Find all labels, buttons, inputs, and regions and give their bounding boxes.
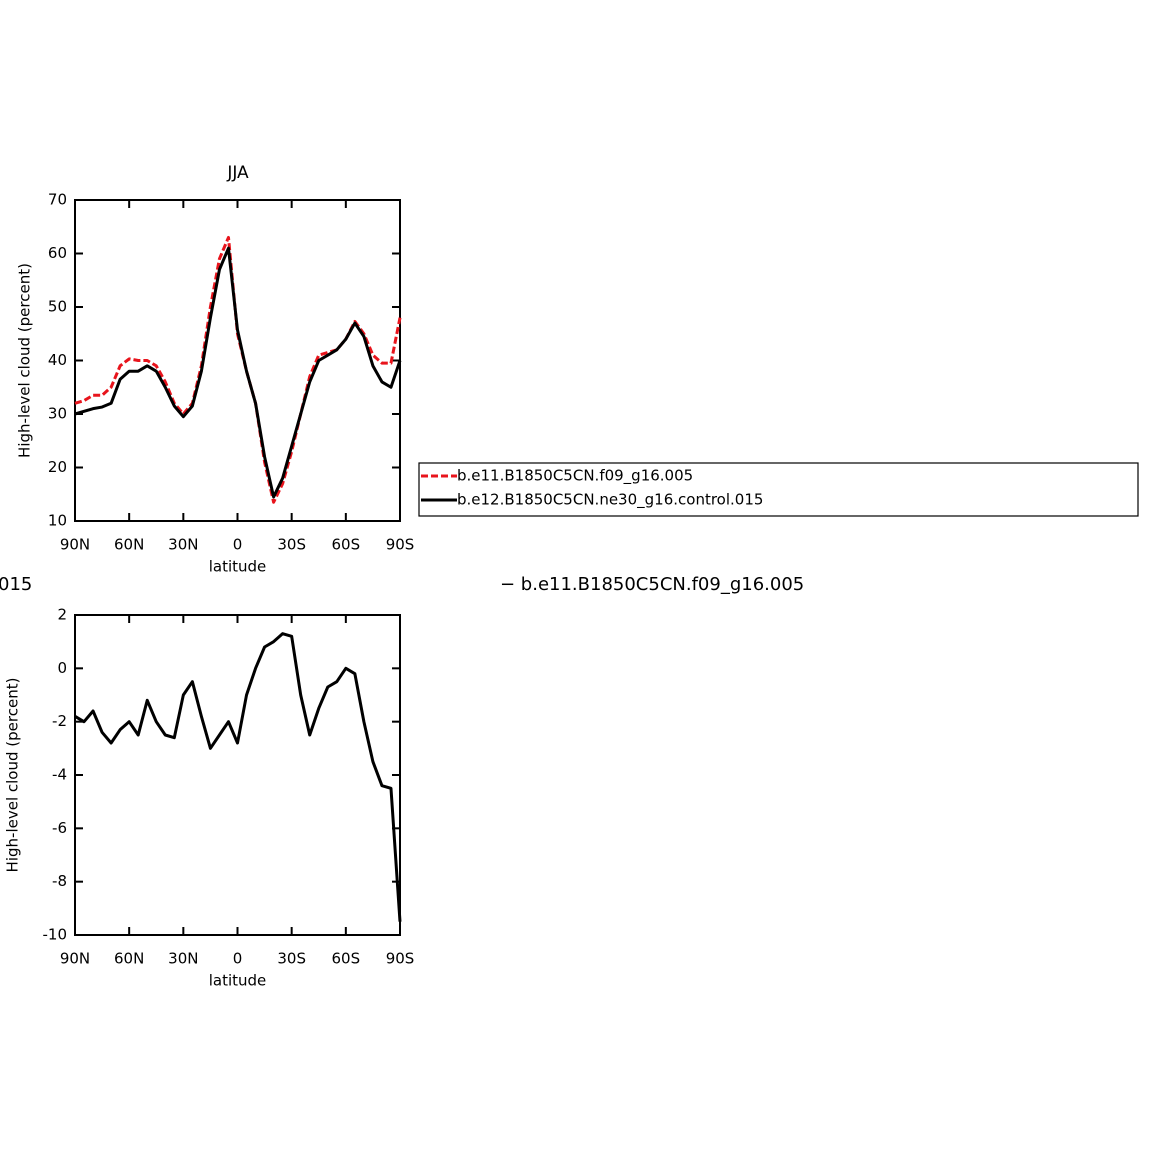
chart-title: − b.e11.B1850C5CN.f09_g16.005 xyxy=(500,574,804,595)
legend-label: b.e11.B1850C5CN.f09_g16.005 xyxy=(457,467,693,486)
x-axis-label: latitude xyxy=(209,558,267,576)
x-tick-label: 60S xyxy=(332,950,361,968)
y-tick-label: -6 xyxy=(52,819,67,837)
chart-title: 015 xyxy=(0,574,32,595)
legend-label: b.e12.B1850C5CN.ne30_g16.control.015 xyxy=(457,491,763,510)
x-tick-label: 30N xyxy=(168,950,198,968)
y-tick-label: 30 xyxy=(48,405,67,423)
x-tick-label: 30S xyxy=(277,950,306,968)
data-line xyxy=(74,632,402,922)
y-tick-label: -8 xyxy=(52,872,67,890)
y-axis-label: High-level cloud (percent) xyxy=(16,263,34,458)
plot-frame xyxy=(74,614,401,936)
y-tick-label: 40 xyxy=(48,351,67,369)
x-tick-label: 60N xyxy=(114,950,144,968)
x-tick-label: 90S xyxy=(386,950,415,968)
x-tick-label: 0 xyxy=(233,950,243,968)
x-tick-label: 60N xyxy=(114,536,144,554)
y-axis-label: High-level cloud (percent) xyxy=(4,678,22,873)
y-tick-label: 2 xyxy=(57,606,67,624)
plot-frame xyxy=(74,199,401,522)
x-tick-label: 90S xyxy=(386,536,415,554)
y-tick-label: 70 xyxy=(48,191,67,209)
x-tick-label: 60S xyxy=(332,536,361,554)
x-tick-label: 90N xyxy=(60,536,90,554)
y-tick-label: 0 xyxy=(57,659,67,677)
chart-title: JJA xyxy=(226,163,249,183)
legend-box xyxy=(418,462,1139,517)
y-tick-label: -2 xyxy=(52,712,67,730)
x-tick-label: 90N xyxy=(60,950,90,968)
x-tick-label: 30S xyxy=(277,536,306,554)
y-tick-label: 50 xyxy=(48,298,67,316)
x-axis-label: latitude xyxy=(209,972,267,990)
y-tick-label: -10 xyxy=(43,926,68,944)
y-tick-label: 10 xyxy=(48,512,67,530)
x-tick-label: 30N xyxy=(168,536,198,554)
y-tick-label: 60 xyxy=(48,244,67,262)
y-tick-label: 20 xyxy=(48,458,67,476)
data-line xyxy=(74,235,402,504)
data-line xyxy=(74,246,402,499)
y-tick-label: -4 xyxy=(52,766,67,784)
x-tick-label: 0 xyxy=(233,536,243,554)
